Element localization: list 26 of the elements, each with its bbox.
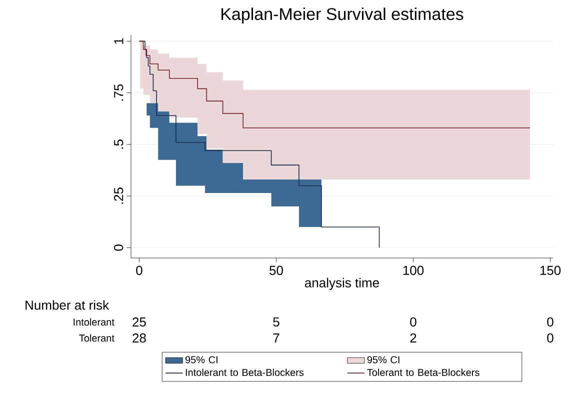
text: 7 (273, 334, 280, 342)
x-tick-label: 0 (136, 266, 142, 275)
y-tick-label: .25 (114, 188, 124, 204)
chart-title: Kaplan-Meier Survival estimates (222, 8, 464, 24)
x-axis-title: analysis time (304, 278, 379, 290)
y-tick-label: 0 (114, 244, 124, 251)
legend-label: 95% CI (367, 356, 400, 364)
text: Number at risk (26, 300, 110, 310)
text: 0 (547, 333, 554, 343)
legend-label: 95% CI (185, 356, 218, 364)
text: 0 (547, 317, 554, 327)
text: 2 (410, 333, 416, 343)
y-tick-label: .75 (114, 84, 124, 101)
text: Tolerant (79, 334, 114, 342)
text: 28 (132, 333, 146, 343)
legend-label: Tolerant to Beta-Blockers (367, 368, 480, 376)
text: Intolerant (74, 318, 114, 326)
y-tick-label: 1 (114, 38, 124, 44)
y-tick-label: .5 (114, 140, 124, 149)
legend-label: Intolerant to Beta-Blockers (186, 368, 304, 376)
text: 5 (273, 317, 280, 327)
x-tick-label: 50 (270, 266, 283, 275)
text: 0 (410, 317, 416, 327)
x-tick-label: 100 (403, 266, 424, 275)
x-tick-label: 150 (540, 266, 561, 275)
text: 25 (132, 317, 146, 327)
